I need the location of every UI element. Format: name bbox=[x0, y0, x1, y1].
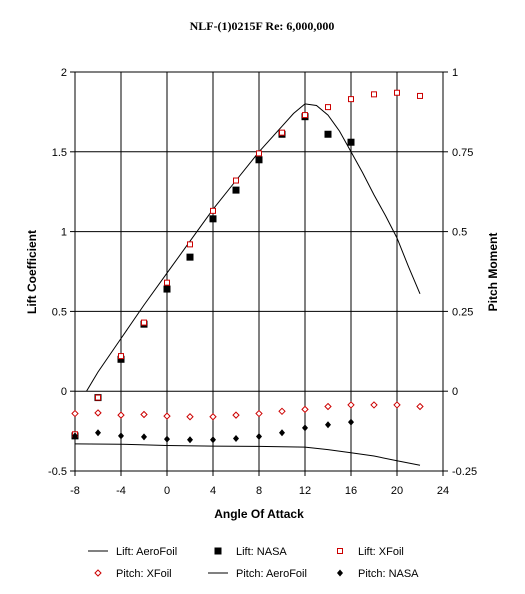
pitch-nasa-point bbox=[348, 418, 354, 426]
pitch-xfoil-point bbox=[301, 405, 309, 414]
y2-tick-label: -0.25 bbox=[452, 466, 477, 478]
y2-tick-label: 0.75 bbox=[452, 147, 473, 159]
lift-xfoil-point bbox=[164, 279, 170, 286]
legend: Lift: AeroFoil Lift: NASA Lift: XFoil Pitch… bbox=[88, 546, 419, 580]
lift-nasa-point bbox=[117, 355, 125, 363]
pitch-xfoil-point bbox=[255, 409, 263, 418]
pitch-xfoil-point bbox=[232, 411, 240, 419]
x-tick-label: 16 bbox=[345, 485, 357, 497]
pitch-nasa-point bbox=[325, 421, 331, 429]
pitch-xfoil-point bbox=[347, 401, 355, 409]
pitch-nasa-point bbox=[164, 435, 170, 443]
y-tick-label: -0.5 bbox=[48, 466, 67, 478]
pitch-nasa-point bbox=[279, 429, 285, 437]
x-tick-label: -4 bbox=[116, 485, 126, 497]
pitch-xfoil-point bbox=[324, 402, 332, 411]
pitch-xfoil-point bbox=[186, 413, 194, 421]
pitch-nasa-point bbox=[118, 432, 124, 440]
lift-nasa-point bbox=[255, 156, 263, 164]
pitch-nasa-legend-swatch bbox=[337, 569, 343, 577]
lift-xfoil-point bbox=[210, 207, 216, 214]
pitch-nasa-point bbox=[141, 433, 147, 441]
x-tick-label: 0 bbox=[164, 485, 170, 497]
y2-tick-label: 1 bbox=[452, 67, 458, 79]
lift-xfoil-point bbox=[256, 150, 262, 157]
y2-tick-label: 0.25 bbox=[452, 306, 473, 318]
lift-xfoil-point bbox=[141, 319, 147, 326]
y2-tick-label: 0.5 bbox=[452, 227, 467, 239]
lift-nasa-point bbox=[163, 285, 171, 293]
lift-nasa-legend-label: Lift: NASA bbox=[236, 546, 287, 558]
pitch-nasa-point bbox=[210, 436, 216, 444]
pitch-xfoil-point bbox=[71, 409, 79, 418]
lift-xfoil-point bbox=[233, 177, 239, 184]
y-tick-label: 1 bbox=[61, 227, 67, 239]
lift-aerofoil-legend-label: Lift: AeroFoil bbox=[116, 546, 177, 558]
lift-xfoil-point bbox=[302, 112, 308, 119]
pitch-xfoil-point bbox=[163, 412, 171, 420]
chart-title: NLF-(1)0215F Re: 6,000,000 bbox=[190, 19, 335, 33]
lift-xfoil-point bbox=[325, 104, 331, 111]
x-tick-label: 12 bbox=[299, 485, 311, 497]
pitch-xfoil-point bbox=[370, 401, 378, 409]
lift-xfoil-point bbox=[371, 91, 377, 98]
lift-xfoil-point bbox=[95, 394, 101, 401]
x-tick-label: 4 bbox=[210, 485, 216, 497]
lift-xfoil-legend-label: Lift: XFoil bbox=[358, 546, 404, 558]
y-tick-label: 0 bbox=[61, 386, 67, 398]
pitch-nasa-point bbox=[302, 424, 308, 432]
pitch-nasa-point bbox=[95, 429, 101, 437]
y-tick-label: 2 bbox=[61, 67, 67, 79]
pitch-xfoil-point bbox=[140, 410, 148, 419]
y-tick-label: 1.5 bbox=[52, 147, 67, 159]
lift-xfoil-point bbox=[348, 96, 354, 103]
y2-axis-label: Pitch Moment bbox=[486, 233, 500, 312]
pitch-xfoil-legend-swatch bbox=[94, 569, 102, 577]
y-axis-label: Lift Coefficient bbox=[25, 230, 39, 314]
pitch-xfoil-point bbox=[209, 413, 217, 421]
lift-xfoil-point bbox=[279, 129, 285, 136]
pitch-aerofoil-legend-label: Pitch: AeroFoil bbox=[236, 568, 307, 580]
pitch-xfoil-point bbox=[416, 402, 424, 411]
pitch-nasa-point bbox=[187, 436, 193, 444]
pitch-xfoil-point bbox=[278, 407, 286, 416]
lift-xfoil-point bbox=[394, 89, 400, 96]
pitch-xfoil-point bbox=[117, 411, 125, 419]
plot-area: -8 -4 0 4 8 12 16 20 24 -0.5 0 0.5 1 1.5 2 -0.25 0 0.25 0.… bbox=[48, 67, 477, 497]
pitch-xfoil-legend-label: Pitch: XFoil bbox=[116, 568, 172, 580]
x-tick-label: -8 bbox=[70, 485, 80, 497]
lift-nasa-point bbox=[232, 186, 240, 194]
y2-tick-label: 0 bbox=[452, 386, 458, 398]
pitch-xfoil-point bbox=[393, 401, 401, 409]
lift-xfoil-point bbox=[187, 241, 193, 248]
pitch-xfoil-point bbox=[94, 409, 102, 417]
x-tick-label: 20 bbox=[391, 485, 403, 497]
lift-aerofoil-line bbox=[86, 103, 421, 392]
pitch-nasa-point bbox=[256, 433, 262, 441]
pitch-nasa-point bbox=[233, 434, 239, 442]
x-axis-label: Angle Of Attack bbox=[214, 507, 304, 521]
pitch-nasa-point bbox=[72, 432, 78, 440]
lift-xfoil-legend-swatch bbox=[337, 548, 343, 554]
lift-xfoil-point bbox=[118, 353, 124, 360]
pitch-aerofoil-line bbox=[74, 443, 421, 466]
lift-xfoil-point bbox=[417, 92, 423, 99]
x-tick-label: 8 bbox=[256, 485, 262, 497]
lift-nasa-point bbox=[186, 253, 194, 261]
lift-nasa-point bbox=[347, 138, 355, 146]
lift-nasa-legend-swatch bbox=[214, 547, 222, 555]
y-tick-label: 0.5 bbox=[52, 306, 67, 318]
lift-nasa-point bbox=[209, 215, 217, 223]
lift-nasa-point bbox=[324, 130, 332, 138]
x-tick-label: 24 bbox=[437, 485, 449, 497]
pitch-nasa-legend-label: Pitch: NASA bbox=[358, 568, 419, 580]
